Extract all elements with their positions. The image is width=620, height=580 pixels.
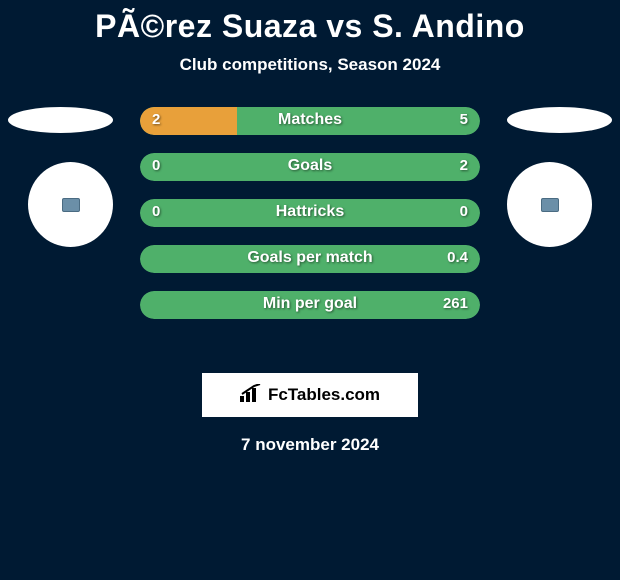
flag-left	[8, 107, 113, 133]
stat-value-right: 0.4	[447, 249, 468, 266]
stat-row: Hattricks0 0	[140, 199, 480, 227]
stat-value-right: 2	[460, 157, 468, 174]
stat-value-right: 0	[460, 203, 468, 220]
stat-label: Matches	[140, 111, 480, 129]
flag-right	[507, 107, 612, 133]
attribution-text: FcTables.com	[268, 385, 380, 405]
stat-value-left: 2	[152, 111, 160, 128]
avatar-left	[28, 162, 113, 247]
stat-value-right: 5	[460, 111, 468, 128]
placeholder-icon	[541, 198, 559, 212]
stat-bars: Matches25Goals02Hattricks00Goals per mat…	[140, 107, 480, 337]
attribution-badge: FcTables.com	[202, 373, 418, 417]
stat-row: Matches2 5	[140, 107, 480, 135]
chart-icon	[240, 384, 262, 407]
subtitle: Club competitions, Season 2024	[0, 55, 620, 75]
avatar-right	[507, 162, 592, 247]
stat-label: Goals	[140, 157, 480, 175]
stat-label: Hattricks	[140, 203, 480, 221]
stat-value-left: 0	[152, 203, 160, 220]
stat-row: Min per goal261	[140, 291, 480, 319]
stat-label: Goals per match	[140, 249, 480, 267]
placeholder-icon	[62, 198, 80, 212]
page-title: PÃ©rez Suaza vs S. Andino	[0, 0, 620, 45]
stat-label: Min per goal	[140, 295, 480, 313]
stat-row: Goals per match0.4	[140, 245, 480, 273]
stat-row: Goals0 2	[140, 153, 480, 181]
date-text: 7 november 2024	[0, 435, 620, 455]
stat-value-right: 261	[443, 295, 468, 312]
stat-value-left: 0	[152, 157, 160, 174]
